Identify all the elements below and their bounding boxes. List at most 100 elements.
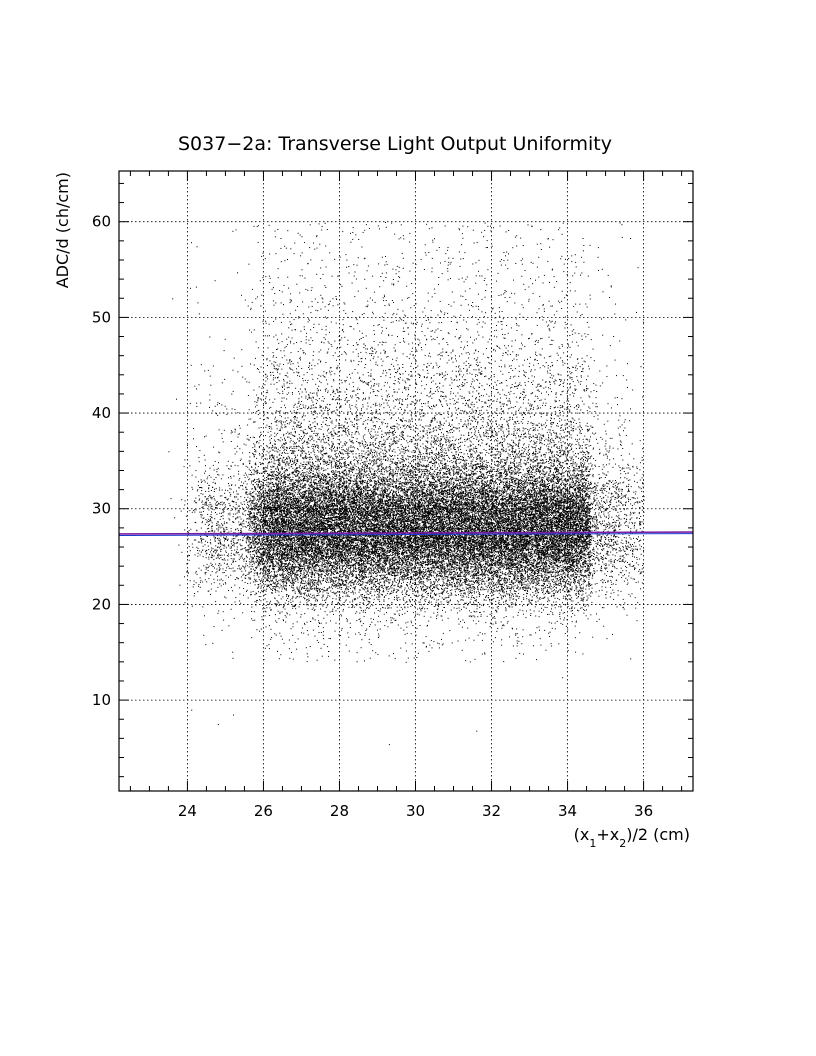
scatter-point — [550, 373, 551, 374]
scatter-point — [303, 512, 304, 513]
scatter-point — [370, 381, 371, 382]
scatter-point — [340, 554, 341, 555]
scatter-point — [257, 520, 258, 521]
scatter-point — [333, 435, 334, 436]
scatter-point — [491, 613, 492, 614]
scatter-point — [371, 353, 372, 354]
scatter-point — [592, 530, 593, 531]
scatter-point — [235, 432, 236, 433]
scatter-point — [382, 344, 383, 345]
scatter-point — [228, 566, 229, 567]
scatter-point — [535, 472, 536, 473]
scatter-point — [460, 419, 461, 420]
scatter-point — [409, 271, 410, 272]
scatter-point — [470, 413, 471, 414]
scatter-point — [372, 589, 373, 590]
scatter-point — [586, 448, 587, 449]
scatter-point — [555, 444, 556, 445]
scatter-point — [222, 382, 223, 383]
scatter-point — [470, 554, 471, 555]
scatter-point — [545, 548, 546, 549]
scatter-point — [237, 513, 238, 514]
scatter-point — [270, 490, 271, 491]
scatter-point — [313, 480, 314, 481]
scatter-point — [257, 588, 258, 589]
scatter-point — [248, 540, 249, 541]
scatter-point — [477, 582, 478, 583]
scatter-point — [582, 562, 583, 563]
scatter-point — [461, 244, 462, 245]
scatter-point — [284, 405, 285, 406]
scatter-point — [609, 446, 610, 447]
scatter-point — [300, 424, 301, 425]
scatter-point — [337, 365, 338, 366]
scatter-point — [511, 451, 512, 452]
scatter-point — [378, 391, 379, 392]
scatter-point — [535, 520, 536, 521]
scatter-point — [369, 487, 370, 488]
scatter-point — [592, 592, 593, 593]
scatter-point — [382, 257, 383, 258]
scatter-point — [401, 462, 402, 463]
scatter-point — [430, 617, 431, 618]
scatter-point — [533, 452, 534, 453]
scatter-point — [260, 564, 261, 565]
scatter-point — [378, 486, 379, 487]
scatter-point — [445, 379, 446, 380]
scatter-point — [223, 441, 224, 442]
scatter-point — [551, 414, 552, 415]
scatter-point — [261, 494, 262, 495]
scatter-point — [521, 502, 522, 503]
scatter-point — [228, 498, 229, 499]
scatter-point — [544, 583, 545, 584]
scatter-point — [296, 613, 297, 614]
scatter-point — [428, 542, 429, 543]
scatter-point — [468, 329, 469, 330]
scatter-point — [584, 557, 585, 558]
scatter-point — [276, 349, 277, 350]
scatter-point — [608, 275, 609, 276]
scatter-point — [476, 439, 477, 440]
scatter-point — [244, 475, 245, 476]
scatter-point — [460, 584, 461, 585]
scatter-point — [570, 378, 571, 379]
scatter-point — [393, 366, 394, 367]
scatter-point — [210, 539, 211, 540]
scatter-point — [369, 460, 370, 461]
scatter-point — [339, 468, 340, 469]
scatter-point — [496, 385, 497, 386]
scatter-point — [442, 355, 443, 356]
scatter-point — [320, 484, 321, 485]
scatter-point — [254, 544, 255, 545]
scatter-point — [607, 502, 608, 503]
scatter-point — [394, 569, 395, 570]
scatter-point — [306, 474, 307, 475]
scatter-point — [263, 469, 264, 470]
scatter-point — [367, 457, 368, 458]
scatter-point — [581, 470, 582, 471]
scatter-point — [392, 618, 393, 619]
scatter-point — [547, 592, 548, 593]
scatter-point — [496, 401, 497, 402]
scatter-point — [404, 513, 405, 514]
scatter-point — [426, 366, 427, 367]
scatter-point — [375, 440, 376, 441]
scatter-point — [594, 416, 595, 417]
scatter-point — [564, 472, 565, 473]
scatter-point — [569, 485, 570, 486]
scatter-point — [575, 462, 576, 463]
scatter-point — [514, 458, 515, 459]
scatter-point — [491, 600, 492, 601]
scatter-point — [251, 474, 252, 475]
scatter-point — [621, 519, 622, 520]
scatter-point — [486, 426, 487, 427]
scatter-point — [439, 425, 440, 426]
scatter-point — [315, 546, 316, 547]
scatter-point — [457, 572, 458, 573]
scatter-point — [582, 451, 583, 452]
scatter-point — [466, 589, 467, 590]
scatter-point — [344, 351, 345, 352]
scatter-point — [381, 465, 382, 466]
scatter-point — [361, 565, 362, 566]
scatter-point — [332, 598, 333, 599]
